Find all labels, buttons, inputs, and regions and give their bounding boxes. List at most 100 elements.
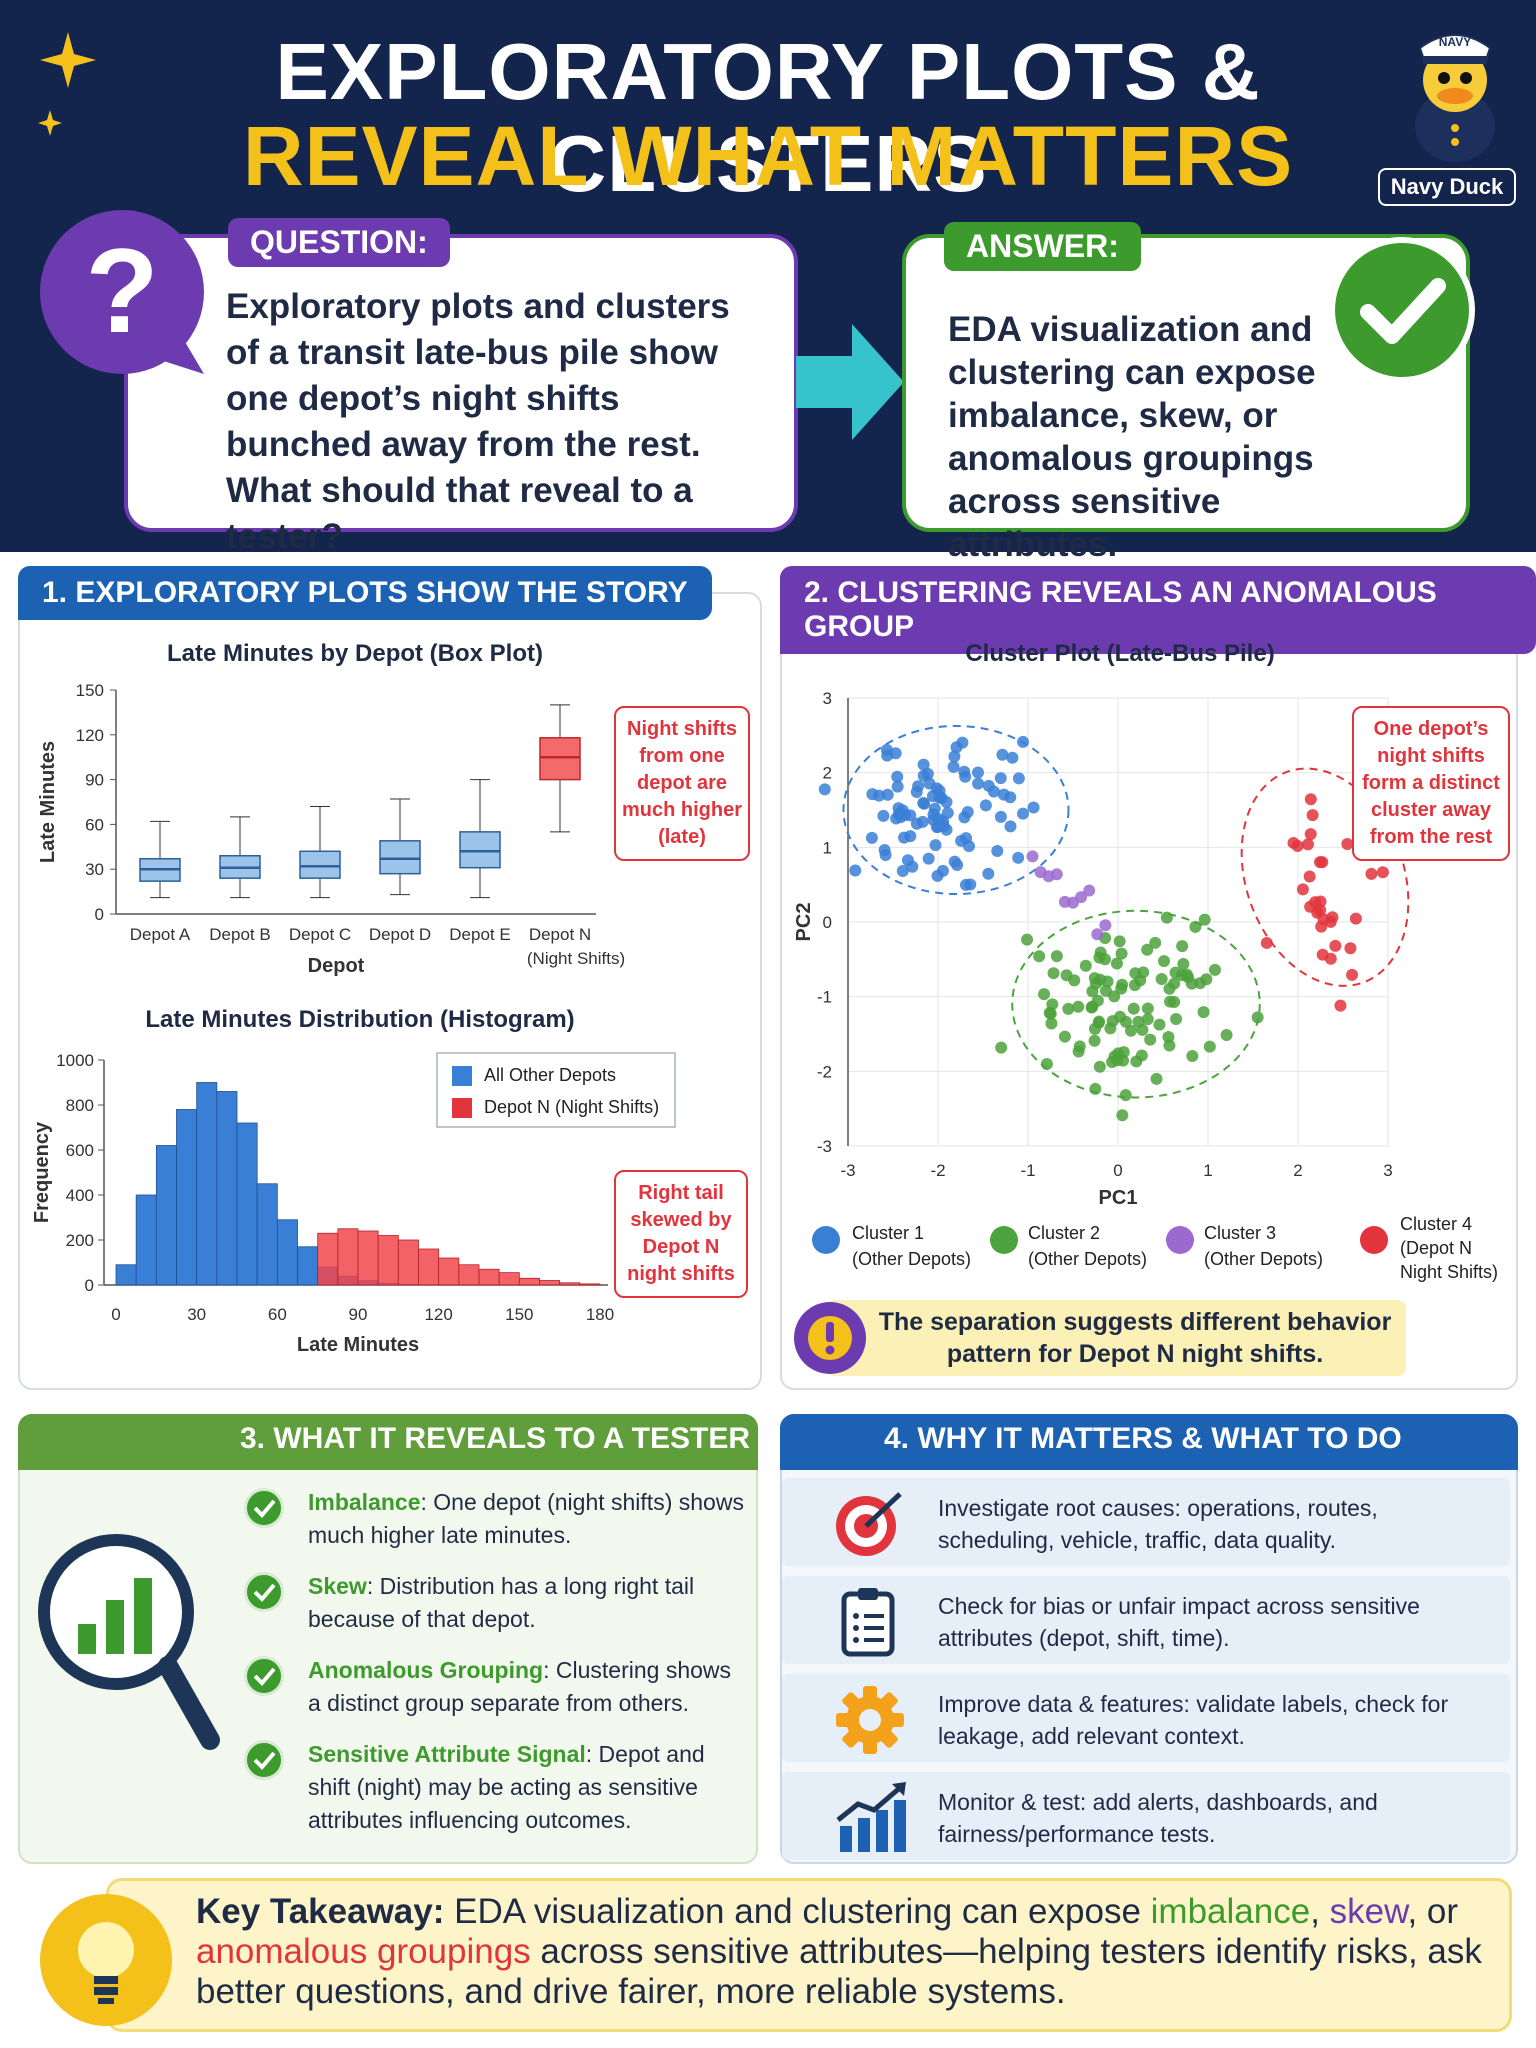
scatter-point: [994, 772, 1007, 785]
scatter-point: [941, 806, 954, 819]
scatter-point: [896, 865, 909, 878]
scatter-point: [991, 845, 1004, 858]
scatter-point: [1186, 1050, 1199, 1063]
section1-title: 1. EXPLORATORY PLOTS SHOW THE STORY: [18, 566, 712, 620]
scatter-point: [1346, 968, 1359, 981]
scatter-point: [972, 777, 985, 790]
histogram-chart: 0 200 400 600 800 1000 0 30 60 90 120 150 180 Frequen…: [31, 1051, 614, 1356]
scatter-point: [1341, 837, 1354, 850]
x-axis-label: Depot: [308, 955, 365, 977]
scatter-point: [1176, 940, 1189, 953]
scatter-point: [979, 799, 992, 812]
scatter-point: [1093, 1060, 1106, 1073]
scatter-point: [1012, 772, 1025, 785]
x-tick-label: (Night Shifts): [527, 949, 625, 968]
check-icon: [244, 1656, 284, 1696]
histogram-bar: [377, 1235, 399, 1286]
scatter-point: [1170, 1013, 1183, 1026]
histogram-bar: [216, 1091, 238, 1286]
y-tick-label: 3: [823, 689, 832, 708]
x-tick-label: 120: [424, 1305, 452, 1324]
scatter-point: [1220, 1028, 1233, 1041]
y-tick-label: 60: [85, 815, 104, 834]
reveal-term: Anomalous Grouping: [308, 1657, 544, 1683]
scatter-point: [1092, 1015, 1105, 1028]
section2-title: 2. CLUSTERING REVEALS AN ANOMALOUS GROUP: [780, 566, 1536, 654]
scatter-point: [1091, 994, 1104, 1007]
y-tick-label: -3: [817, 1137, 832, 1156]
title-line-2: REVEAL WHAT MATTERS: [242, 109, 1294, 203]
y-tick-label: 0: [823, 913, 832, 932]
cluster-note-text: The separation suggests different behavi…: [878, 1308, 1392, 1368]
scatter-point: [1086, 985, 1099, 998]
scatter-point: [1094, 973, 1107, 986]
why-text: Improve data & features: validate labels…: [938, 1691, 1449, 1749]
histogram-bar: [438, 1257, 460, 1286]
scatter-point: [951, 859, 964, 872]
scatter-point: [1144, 1033, 1157, 1046]
scatter-point: [1091, 928, 1104, 941]
cluster2-legend-dot: [990, 1226, 1018, 1254]
histogram-bar: [559, 1282, 581, 1286]
scatter-point: [1062, 1002, 1075, 1015]
scatter-point: [1068, 974, 1081, 987]
clipboard-icon: [841, 1588, 895, 1657]
scatter-point: [1306, 809, 1319, 822]
reveal-item-3: Anomalous Grouping: Clustering shows a d…: [308, 1654, 748, 1720]
scatter-point: [1050, 868, 1063, 881]
x-tick-label: Depot A: [130, 925, 191, 944]
x-axis-label: PC1: [1099, 1187, 1138, 1209]
y-tick-label: 30: [85, 860, 104, 879]
takeaway-box: [106, 1878, 1512, 2032]
scatter-point: [1004, 791, 1017, 804]
scatter-point: [1164, 995, 1177, 1008]
scatter-point: [987, 785, 1000, 798]
x-tick-label: 0: [1113, 1161, 1122, 1180]
reveal-term: Sensitive Attribute Signal: [308, 1741, 586, 1767]
legend-label-other: All Other Depots: [484, 1065, 617, 1085]
lightbulb-icon: [40, 1894, 172, 2026]
scatter-point: [1160, 911, 1173, 924]
scatter-point: [1125, 1024, 1138, 1037]
histogram-bar: [518, 1277, 540, 1286]
scatter-point: [898, 831, 911, 844]
scatter-point: [1260, 936, 1273, 949]
histogram-bar: [236, 1122, 258, 1286]
y-tick-label: 400: [66, 1186, 94, 1205]
scatter-point: [1181, 971, 1194, 984]
scatter-point: [917, 758, 930, 771]
x-tick-label: Depot N: [529, 925, 591, 944]
scatter-point: [1099, 919, 1112, 932]
scatter-point: [865, 831, 878, 844]
scatter-point: [1155, 973, 1168, 986]
scatter-point: [1073, 1040, 1086, 1053]
takeaway-part: , or: [1407, 1892, 1459, 1931]
y-tick-label: 0: [95, 905, 104, 924]
scatter-point: [1100, 984, 1113, 997]
scatter-point: [1301, 838, 1314, 851]
scatter-point: [1021, 933, 1034, 946]
takeaway-part: across sensitive attributes—helping test…: [196, 1932, 1482, 2011]
scatter-point: [910, 817, 923, 830]
scatter-point: [891, 780, 904, 793]
section3-title: 3. WHAT IT REVEALS TO A TESTER: [240, 1422, 751, 1455]
histogram-bar: [498, 1272, 520, 1286]
y-tick-label: 0: [85, 1276, 94, 1295]
scatter-point: [881, 749, 894, 762]
scatter-point: [1162, 1030, 1175, 1043]
boxplot-title: Late Minutes by Depot (Box Plot): [166, 640, 543, 667]
cluster4-legend-dot: [1360, 1226, 1388, 1254]
histogram-bar: [357, 1230, 379, 1286]
arrow-right-icon: [796, 324, 904, 440]
scatter-point: [971, 766, 984, 779]
takeaway-text: Key Takeaway: EDA visualization and clus…: [196, 1892, 1496, 2012]
histogram-bar: [176, 1109, 198, 1286]
histogram-bar: [539, 1280, 561, 1286]
scatter-point: [1115, 947, 1128, 960]
histogram-bar: [135, 1194, 157, 1286]
scatter-point: [1072, 1000, 1085, 1013]
y-axis-label: Frequency: [31, 1121, 53, 1223]
scatter-point: [1104, 1022, 1117, 1035]
scatter-point: [1251, 1011, 1264, 1024]
section3-header: [18, 1414, 758, 1470]
